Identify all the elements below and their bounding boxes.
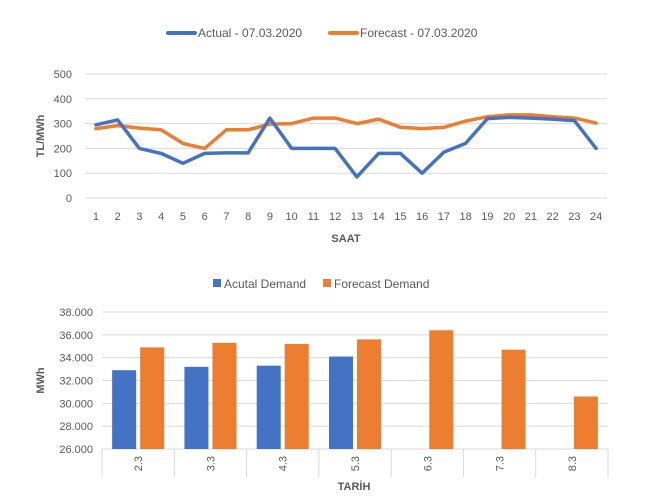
x-tick-label: 5.3	[350, 456, 362, 471]
series-line-actual	[94, 115, 598, 179]
x-tick-label: 2.3	[133, 456, 145, 471]
bar-actual-demand	[112, 370, 137, 449]
x-tick-label: 8.3	[567, 456, 579, 471]
y-axis-title: MWh	[35, 367, 47, 394]
bar-forecast-demand	[212, 342, 237, 449]
x-tick-label: 6.3	[422, 456, 434, 471]
series-line-forecast	[94, 113, 598, 151]
legend-swatch-actual-demand	[213, 279, 221, 287]
x-tick-label: 14	[373, 211, 385, 223]
x-tick-label: 3.3	[205, 456, 217, 471]
y-tick-label: 32.000	[59, 376, 93, 388]
x-tick-label: 23	[568, 211, 580, 223]
x-tick-label: 6	[202, 211, 208, 223]
y-tick-label: 26.000	[59, 444, 93, 456]
x-tick-label: 21	[525, 211, 537, 223]
x-tick-label: 1	[93, 211, 99, 223]
bar-actual-demand	[256, 365, 281, 449]
x-tick-label: 4	[158, 211, 164, 223]
legend-swatch-forecast-demand	[323, 279, 331, 287]
bar-actual-demand	[329, 356, 353, 449]
x-tick-label: 7.3	[495, 456, 507, 471]
x-tick-label: 20	[503, 211, 515, 223]
x-axis-title: SAAT	[331, 233, 360, 245]
x-tick-label: 10	[286, 211, 298, 223]
bar-forecast-demand	[357, 339, 381, 449]
bar-forecast-demand	[140, 347, 165, 449]
bar-forecast-demand	[429, 330, 454, 449]
y-tick-label: 30.000	[59, 398, 93, 410]
x-tick-label: 4.3	[278, 456, 290, 471]
x-tick-label: 16	[416, 211, 428, 223]
y-tick-label: 500	[54, 69, 72, 81]
x-tick-label: 9	[267, 211, 273, 223]
x-tick-label: 8	[245, 211, 251, 223]
x-tick-label: 2	[115, 211, 121, 223]
bar-forecast-demand	[284, 343, 309, 449]
x-tick-label: 13	[351, 211, 363, 223]
legend-label-actual: Actual - 07.03.2020	[198, 26, 302, 40]
legend-label-forecast-demand: Forecast Demand	[334, 277, 429, 291]
x-tick-label: 11	[308, 211, 319, 223]
y-tick-label: 28.000	[59, 421, 93, 433]
x-tick-label: 18	[460, 211, 472, 223]
y-tick-label: 300	[54, 119, 72, 131]
x-tick-label: 19	[481, 211, 493, 223]
x-tick-label: 15	[394, 211, 406, 223]
y-tick-label: 36.000	[59, 330, 93, 342]
bar-forecast-demand	[573, 396, 598, 449]
legend-label-actual-demand: Acutal Demand	[224, 277, 306, 291]
y-tick-label: 400	[54, 94, 72, 106]
legend-label-forecast: Forecast - 07.03.2020	[360, 26, 478, 40]
y-tick-label: 34.000	[59, 353, 93, 365]
y-tick-label: 200	[54, 143, 72, 155]
x-tick-label: 7	[223, 211, 229, 223]
x-tick-label: 22	[547, 211, 559, 223]
y-tick-label: 38.000	[59, 307, 93, 319]
x-tick-label: 24	[590, 211, 602, 223]
x-tick-label: 17	[438, 211, 450, 223]
bar-actual-demand	[184, 366, 209, 449]
x-tick-label: 5	[180, 211, 186, 223]
x-tick-label: 3	[136, 211, 142, 223]
y-axis-title: TL/MWh	[35, 114, 47, 157]
x-tick-label: 12	[329, 211, 341, 223]
y-tick-label: 100	[54, 168, 72, 180]
y-tick-label: 0	[66, 193, 72, 205]
x-axis-title: TARİH	[338, 480, 371, 493]
bar-forecast-demand	[501, 349, 526, 449]
